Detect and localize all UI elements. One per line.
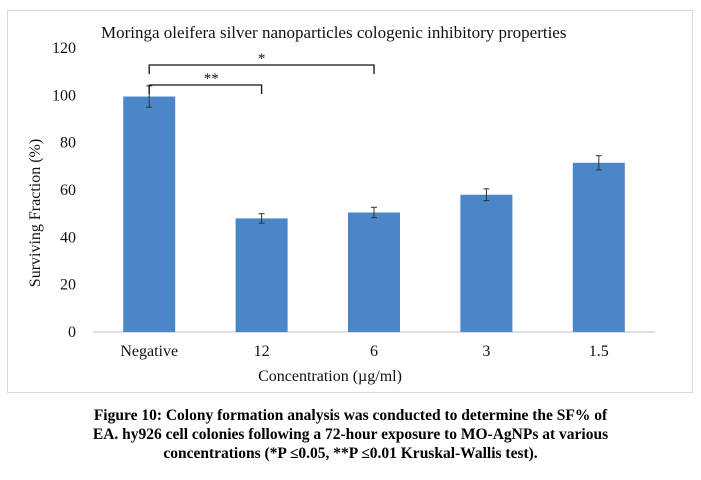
bar bbox=[460, 194, 513, 332]
bar bbox=[572, 162, 625, 332]
caption-line: concentrations (*P ≤0.05, **P ≤0.01 Krus… bbox=[163, 445, 538, 462]
y-tick-label: 20 bbox=[60, 277, 76, 294]
y-tick-label: 80 bbox=[60, 135, 76, 152]
significance-layer: *** bbox=[148, 51, 375, 94]
x-tick-label: 1.5 bbox=[589, 343, 609, 360]
y-tick-label: 60 bbox=[60, 182, 76, 199]
figure-caption: Figure 10: Colony formation analysis was… bbox=[10, 406, 691, 463]
y-tick-label: 100 bbox=[52, 87, 76, 104]
bar bbox=[123, 96, 176, 333]
chart-title: Moringa oleifera silver nanoparticles co… bbox=[101, 23, 566, 42]
axes-layer: 0 20 40 60 80 100 120 Negative 12 6 3 1.5 bbox=[52, 40, 655, 360]
y-tick-label: 120 bbox=[52, 40, 76, 57]
x-tick-label: 3 bbox=[482, 343, 490, 360]
caption-line: Figure 10: Colony formation analysis was… bbox=[93, 407, 608, 424]
bars-layer bbox=[123, 85, 625, 333]
significance-label: * bbox=[258, 51, 266, 67]
caption-line: EA. hy926 cell colonies following a 72-h… bbox=[92, 426, 609, 443]
x-tick-label: Negative bbox=[120, 343, 178, 360]
significance-bracket bbox=[148, 64, 375, 74]
significance-label: ** bbox=[204, 71, 219, 87]
y-tick-label: 40 bbox=[60, 229, 76, 246]
x-tick-label: 12 bbox=[254, 343, 270, 360]
x-axis-label: Concentration (µg/ml) bbox=[258, 368, 402, 385]
chart-plot: Moringa oleifera silver nanoparticles co… bbox=[27, 23, 655, 385]
bar bbox=[348, 212, 400, 332]
y-tick-label: 0 bbox=[68, 324, 76, 341]
bar bbox=[235, 218, 288, 332]
x-tick-label: 6 bbox=[370, 343, 378, 360]
y-axis-label: Surviving Fraction (%) bbox=[27, 139, 44, 287]
significance-bracket bbox=[148, 84, 263, 94]
